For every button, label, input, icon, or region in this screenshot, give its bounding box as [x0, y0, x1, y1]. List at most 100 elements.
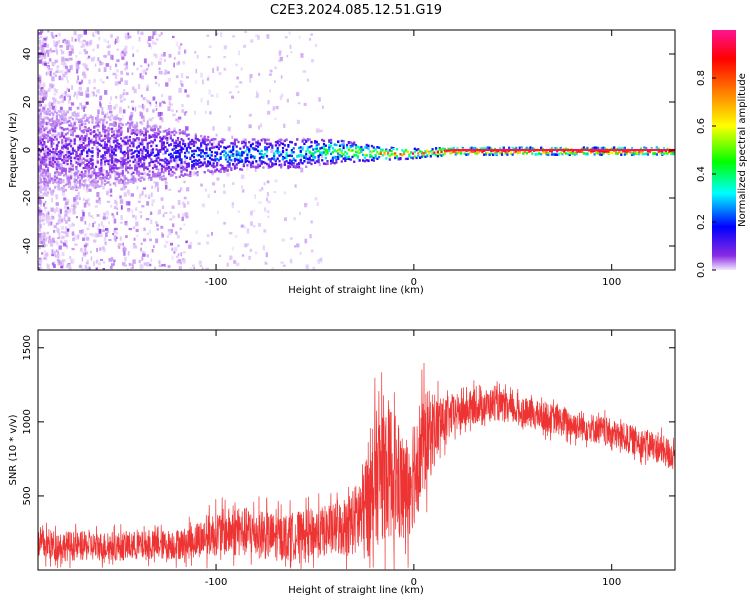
heatmap-signal-cell	[452, 147, 455, 150]
heatmap-signal-cell	[41, 147, 44, 151]
heatmap-signal-cell	[200, 155, 203, 158]
heatmap-signal-cell	[420, 155, 423, 158]
heatmap-signal-cell	[127, 166, 130, 169]
heatmap-signal-cell	[89, 139, 92, 143]
heatmap-noise-cell	[70, 45, 74, 49]
heatmap-signal-cell	[112, 130, 115, 133]
heatmap-noise-cell	[300, 155, 303, 160]
heatmap-signal-cell	[80, 152, 83, 155]
heatmap-signal-cell	[194, 159, 197, 162]
heatmap-peak-cell	[648, 149, 651, 151]
heatmap-noise-cell	[286, 55, 289, 58]
heatmap-noise-cell	[91, 90, 94, 94]
heatmap-noise-cell	[122, 109, 126, 114]
heatmap-noise-cell	[116, 114, 119, 118]
heatmap-signal-cell	[141, 139, 144, 142]
heatmap-signal-cell	[141, 149, 144, 152]
heatmap-noise-cell	[146, 87, 149, 91]
heatmap-signal-cell	[64, 173, 67, 176]
heatmap-peak-cell	[661, 149, 664, 151]
heatmap-signal-cell	[162, 165, 165, 168]
heatmap-noise-cell	[57, 237, 61, 240]
heatmap-peak-cell	[527, 149, 530, 151]
heatmap-peak-cell	[513, 149, 516, 151]
heatmap-signal-cell	[192, 165, 196, 168]
heatmap-noise-cell	[45, 244, 48, 247]
heatmap-signal-cell	[111, 170, 114, 174]
heatmap-signal-cell	[77, 114, 80, 117]
heatmap-noise-cell	[315, 43, 318, 48]
heatmap-signal-cell	[173, 133, 176, 137]
heatmap-noise-cell	[151, 248, 154, 253]
heatmap-signal-cell	[208, 153, 212, 157]
heatmap-noise-cell	[51, 215, 55, 220]
heatmap-noise-cell	[88, 202, 91, 207]
heatmap-noise-cell	[49, 71, 52, 76]
heatmap-noise-cell	[42, 82, 45, 88]
heatmap-signal-cell	[151, 166, 155, 170]
heatmap-noise-cell	[44, 40, 47, 43]
heatmap-signal-cell	[622, 147, 625, 150]
heatmap-noise-cell	[116, 207, 119, 210]
heatmap-signal-cell	[162, 171, 165, 174]
heatmap-signal-cell	[121, 169, 124, 173]
heatmap-signal-cell	[86, 163, 89, 166]
heatmap-signal-cell	[50, 127, 53, 131]
heatmap-peak-cell	[549, 149, 552, 151]
heatmap-noise-cell	[146, 120, 149, 125]
heatmap-noise-cell	[177, 244, 180, 248]
heatmap-signal-cell	[262, 156, 265, 159]
heatmap-signal-cell	[141, 155, 144, 158]
heatmap-signal-cell	[121, 172, 124, 175]
heatmap-noise-cell	[114, 199, 117, 204]
heatmap-noise-cell	[139, 112, 144, 117]
heatmap-noise-cell	[283, 123, 286, 129]
heatmap-noise-cell	[212, 141, 215, 144]
heatmap-signal-cell	[253, 147, 256, 150]
heatmap-signal-cell	[102, 126, 105, 129]
heatmap-signal-cell	[210, 158, 213, 161]
heatmap-signal-cell	[52, 151, 55, 154]
heatmap-noise-cell	[123, 264, 128, 267]
heatmap-signal-cell	[116, 142, 119, 145]
heatmap-noise-cell	[263, 182, 266, 186]
heatmap-noise-cell	[130, 111, 134, 117]
heatmap-signal-cell	[290, 161, 293, 164]
heatmap-signal-cell	[70, 156, 73, 159]
heatmap-noise-cell	[161, 232, 163, 235]
heatmap-signal-cell	[189, 146, 192, 150]
heatmap-noise-cell	[77, 75, 79, 81]
heatmap-noise-cell	[158, 264, 163, 268]
heatmap-signal-cell	[241, 140, 244, 144]
heatmap-signal-cell	[96, 172, 99, 175]
heatmap-signal-cell	[162, 141, 165, 144]
heatmap-signal-cell	[52, 128, 55, 131]
heatmap-noise-cell	[99, 78, 102, 82]
heatmap-peak-cell	[630, 149, 634, 151]
heatmap-signal-cell	[223, 154, 226, 157]
heatmap-noise-cell	[161, 100, 165, 104]
heatmap-signal-cell	[59, 181, 62, 184]
heatmap-noise-cell	[120, 179, 124, 184]
heatmap-signal-cell	[43, 163, 46, 166]
heatmap-noise-cell	[68, 208, 72, 213]
heatmap-noise-cell	[264, 207, 266, 212]
heatmap-signal-cell	[443, 152, 447, 155]
heatmap-noise-cell	[48, 235, 51, 241]
heatmap-noise-cell	[296, 243, 300, 248]
heatmap-signal-cell	[103, 153, 107, 156]
heatmap-signal-cell	[205, 151, 208, 155]
heatmap-noise-cell	[104, 216, 109, 220]
heatmap-peak-cell	[452, 149, 455, 151]
heatmap-signal-cell	[278, 163, 281, 167]
heatmap-signal-cell	[150, 178, 153, 181]
heatmap-signal-cell	[207, 154, 210, 157]
heatmap-noise-cell	[231, 135, 234, 139]
heatmap-noise-cell	[306, 78, 309, 82]
heatmap-signal-cell	[353, 143, 356, 146]
heatmap-signal-cell	[77, 146, 80, 149]
heatmap-signal-cell	[561, 153, 564, 156]
heatmap-noise-cell	[176, 62, 180, 66]
heatmap-peak-cell	[557, 149, 561, 151]
heatmap-signal-cell	[285, 154, 288, 157]
